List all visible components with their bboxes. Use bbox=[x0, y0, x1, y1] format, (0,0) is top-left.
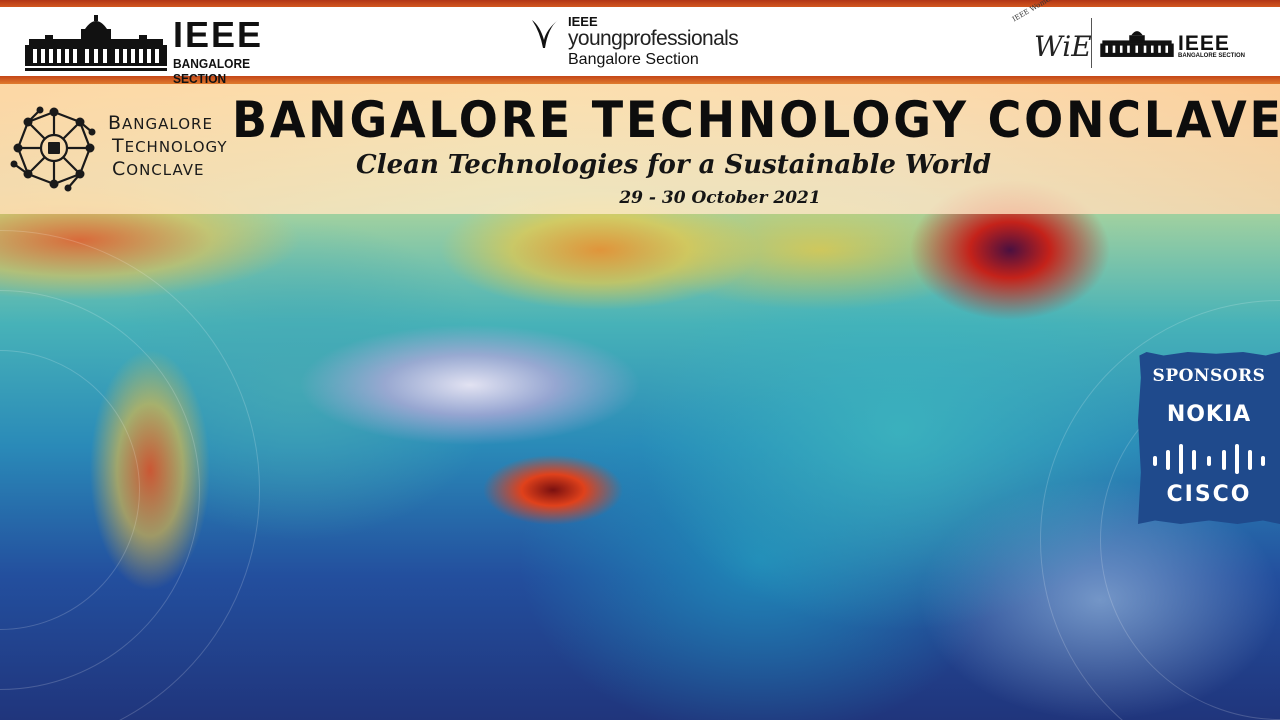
ieee-wordmark: IEEE bbox=[173, 14, 264, 55]
sponsors-heading: SPONSORS bbox=[1152, 366, 1266, 386]
yp-wordmark: youngprofessionals bbox=[568, 27, 739, 50]
event-subtitle: Clean Technologies for a Sustainable Wor… bbox=[356, 150, 992, 180]
event-title: BANGALORE TECHNOLOGY CONCLAVE 2.0 bbox=[232, 91, 1280, 149]
wie-arc-text: IEEE Women in Engineering bbox=[1011, 0, 1103, 23]
yp-ieee-label: IEEE bbox=[568, 14, 598, 29]
logo-strip: IEEE BANGALORE SECTION IEEE youngprofess… bbox=[0, 0, 1280, 86]
sponsor-cisco: CISCO bbox=[1166, 482, 1252, 507]
btc-logo-word: Bangalore bbox=[108, 112, 213, 134]
wie-ieee-wordmark: IEEE bbox=[1178, 32, 1230, 55]
sponsors-panel: SPONSORS NOKIA CISCO bbox=[1138, 352, 1280, 524]
ieee-bangalore-logo: IEEE BANGALORE SECTION bbox=[25, 14, 295, 86]
event-dates: 29 - 30 October 2021 bbox=[619, 188, 821, 208]
ieee-section-label: BANGALORE SECTION bbox=[173, 56, 251, 86]
building-icon bbox=[25, 15, 167, 71]
wie-mark: WiE bbox=[1034, 30, 1092, 63]
btc-logo-word: Technology bbox=[112, 135, 228, 157]
young-professionals-logo: IEEE youngprofessionals Bangalore Sectio… bbox=[528, 14, 748, 70]
yp-section-label: Bangalore Section bbox=[568, 51, 699, 68]
event-header-band: Bangalore Technology Conclave BANGALORE … bbox=[0, 84, 1280, 214]
building-icon bbox=[1100, 31, 1174, 57]
yp-swoosh-icon bbox=[532, 20, 558, 48]
btc-logo-words: Bangalore Technology Conclave bbox=[108, 112, 228, 181]
sponsor-nokia: NOKIA bbox=[1166, 402, 1252, 427]
cisco-bars-icon bbox=[1153, 444, 1265, 474]
wie-ieee-logo: IEEE Women in Engineering WiE IEEE BANGA… bbox=[1010, 0, 1246, 72]
logo-divider bbox=[1091, 18, 1092, 68]
btc-logo-word: Conclave bbox=[112, 158, 205, 180]
wie-ieee-section-label: BANGALORE SECTION bbox=[1178, 53, 1246, 59]
network-circuit-icon bbox=[10, 106, 96, 192]
